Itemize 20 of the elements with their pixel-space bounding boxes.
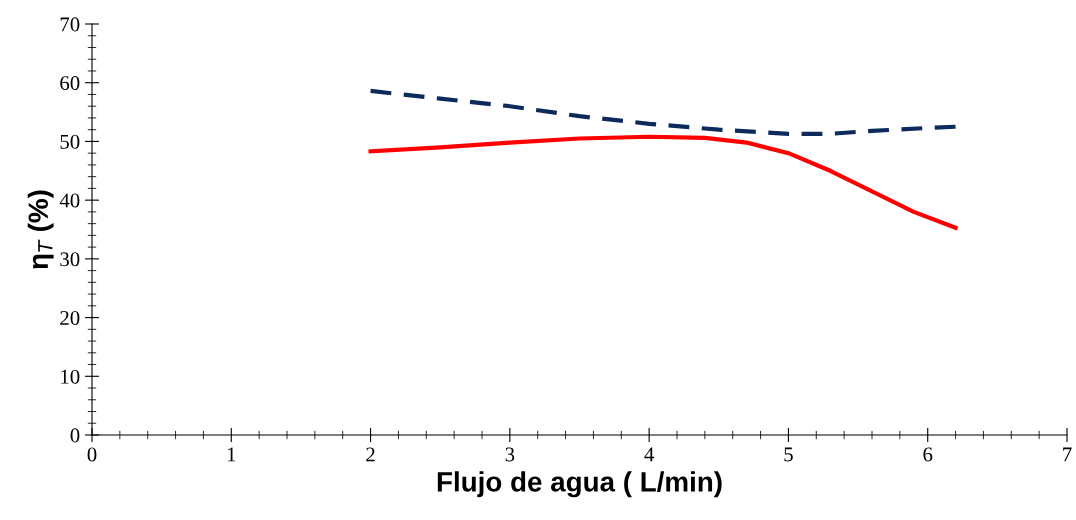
line-series: [368, 134, 958, 230]
y-tick-label: 0: [70, 428, 80, 443]
x-tick-label: 7: [1063, 447, 1072, 462]
y-tick-label: 50: [60, 134, 80, 149]
x-tick-label: 1: [227, 447, 236, 462]
x-axis-title: Flujo de agua ( L/min): [437, 471, 722, 498]
y-axis-title: η$_{T}$ (%): [27, 190, 54, 269]
y-tick-label: 20: [60, 310, 80, 325]
y-tick-label: 30: [60, 252, 80, 267]
x-tick-label: 5: [784, 447, 793, 462]
y-tick-label: 40: [59, 193, 80, 208]
x-tick-label: 0: [87, 447, 97, 462]
y-tick-label: 70: [60, 17, 80, 32]
x-tick-label: 4: [644, 447, 655, 462]
x-tick-label: 3: [505, 447, 515, 462]
y-tick-label: 10: [61, 369, 80, 384]
y-tick-label: 60: [60, 76, 80, 91]
x-tick-label: 2: [366, 447, 375, 462]
x-tick-label: 6: [923, 447, 933, 462]
line-series: [368, 88, 958, 136]
